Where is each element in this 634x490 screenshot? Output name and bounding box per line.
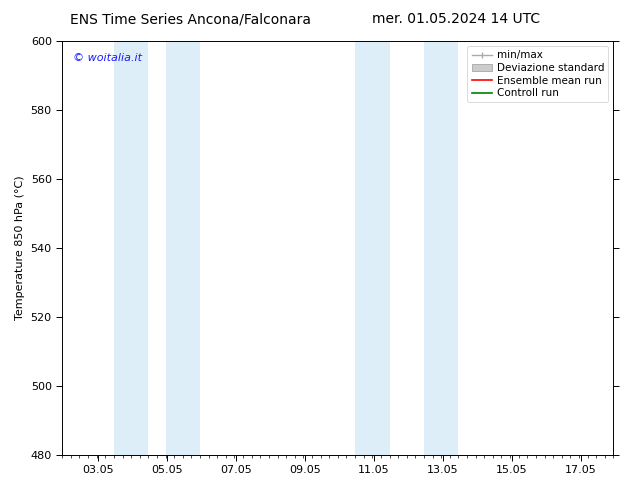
Bar (424, 41, 458, 455)
Bar (165, 41, 200, 455)
Text: ENS Time Series Ancona/Falconara: ENS Time Series Ancona/Falconara (70, 12, 311, 26)
Text: © woitalia.it: © woitalia.it (74, 53, 142, 64)
Legend: min/max, Deviazione standard, Ensemble mean run, Controll run: min/max, Deviazione standard, Ensemble m… (467, 46, 608, 102)
Y-axis label: Temperature 850 hPa (°C): Temperature 850 hPa (°C) (15, 175, 25, 320)
Bar (114, 41, 148, 455)
Text: mer. 01.05.2024 14 UTC: mer. 01.05.2024 14 UTC (372, 12, 541, 26)
Bar (355, 41, 389, 455)
